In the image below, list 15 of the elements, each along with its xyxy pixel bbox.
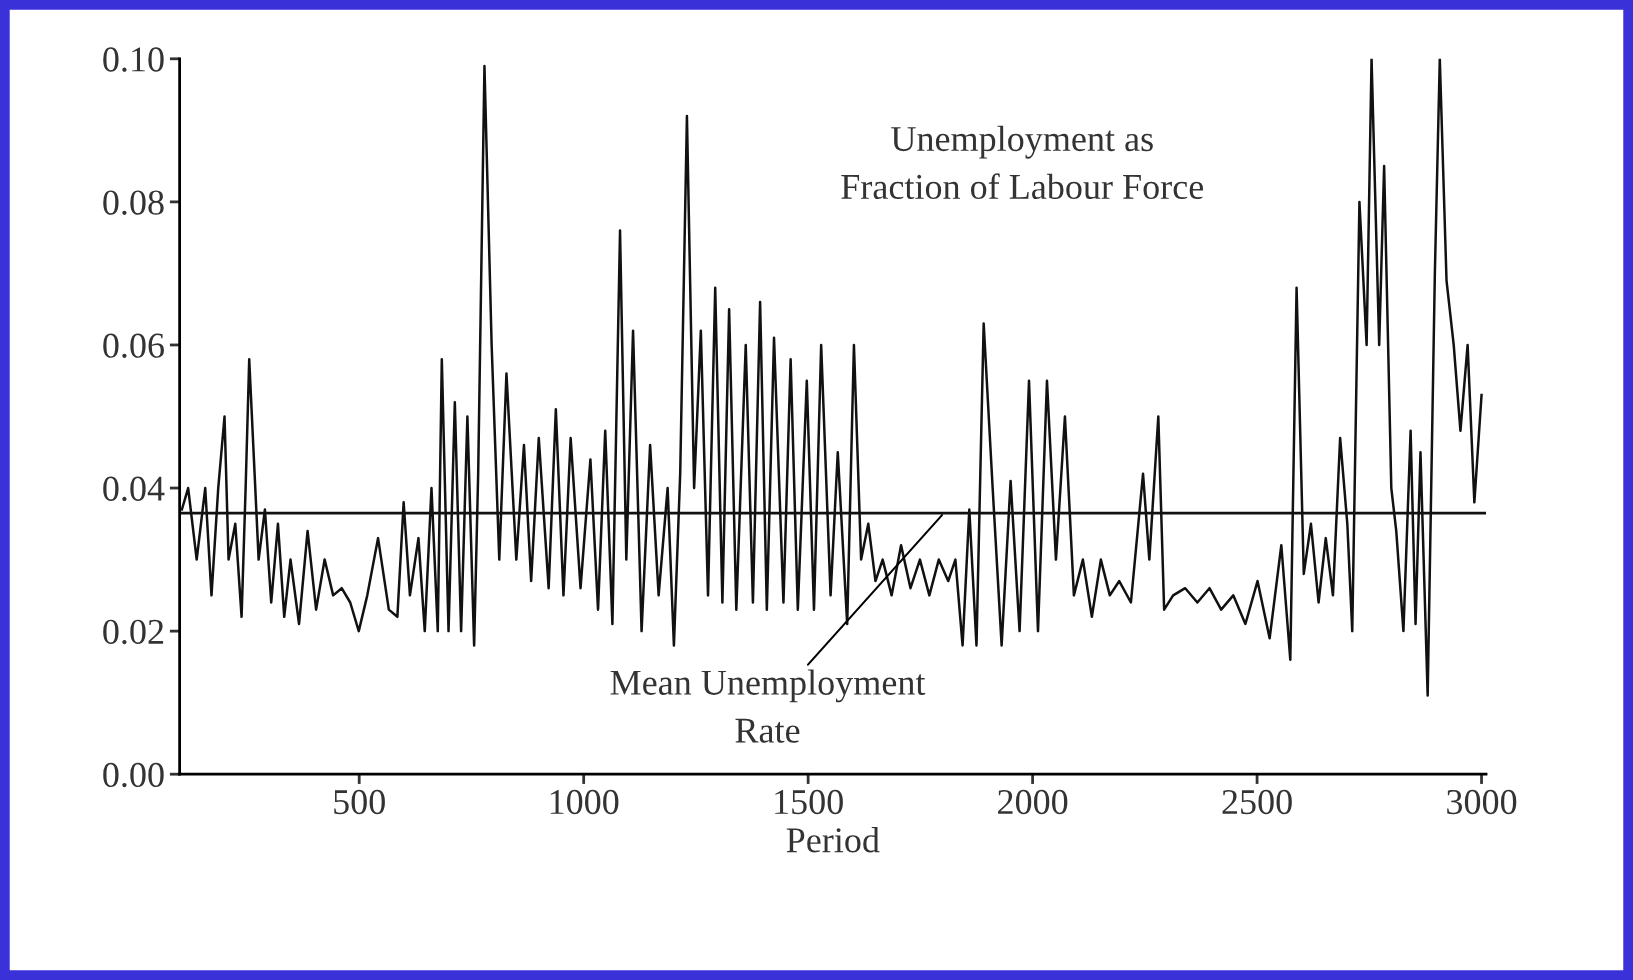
x-tick-label: 2500 bbox=[1222, 789, 1292, 815]
y-tick-label: 0.02 bbox=[103, 619, 164, 645]
x-tick-label: 3000 bbox=[1447, 789, 1517, 815]
y-tick-label: 0.06 bbox=[103, 333, 164, 358]
ref-line-label: Mean Unemployment Rate bbox=[610, 669, 926, 743]
x-tick-label: 500 bbox=[334, 789, 385, 815]
x-tick-label: 2000 bbox=[998, 789, 1068, 815]
x-tick-label: 1500 bbox=[775, 789, 843, 815]
y-tick-label: 0.08 bbox=[103, 190, 164, 215]
annotation: Unemployment as Fraction of Labour Force bbox=[841, 125, 1204, 200]
x-tick-label: 1000 bbox=[550, 789, 619, 815]
y-tick-label: 0.00 bbox=[103, 762, 164, 788]
y-tick-label: 0.04 bbox=[103, 476, 165, 502]
x-axis-title: Period bbox=[786, 827, 880, 853]
y-tick-label: 0.10 bbox=[103, 47, 164, 72]
